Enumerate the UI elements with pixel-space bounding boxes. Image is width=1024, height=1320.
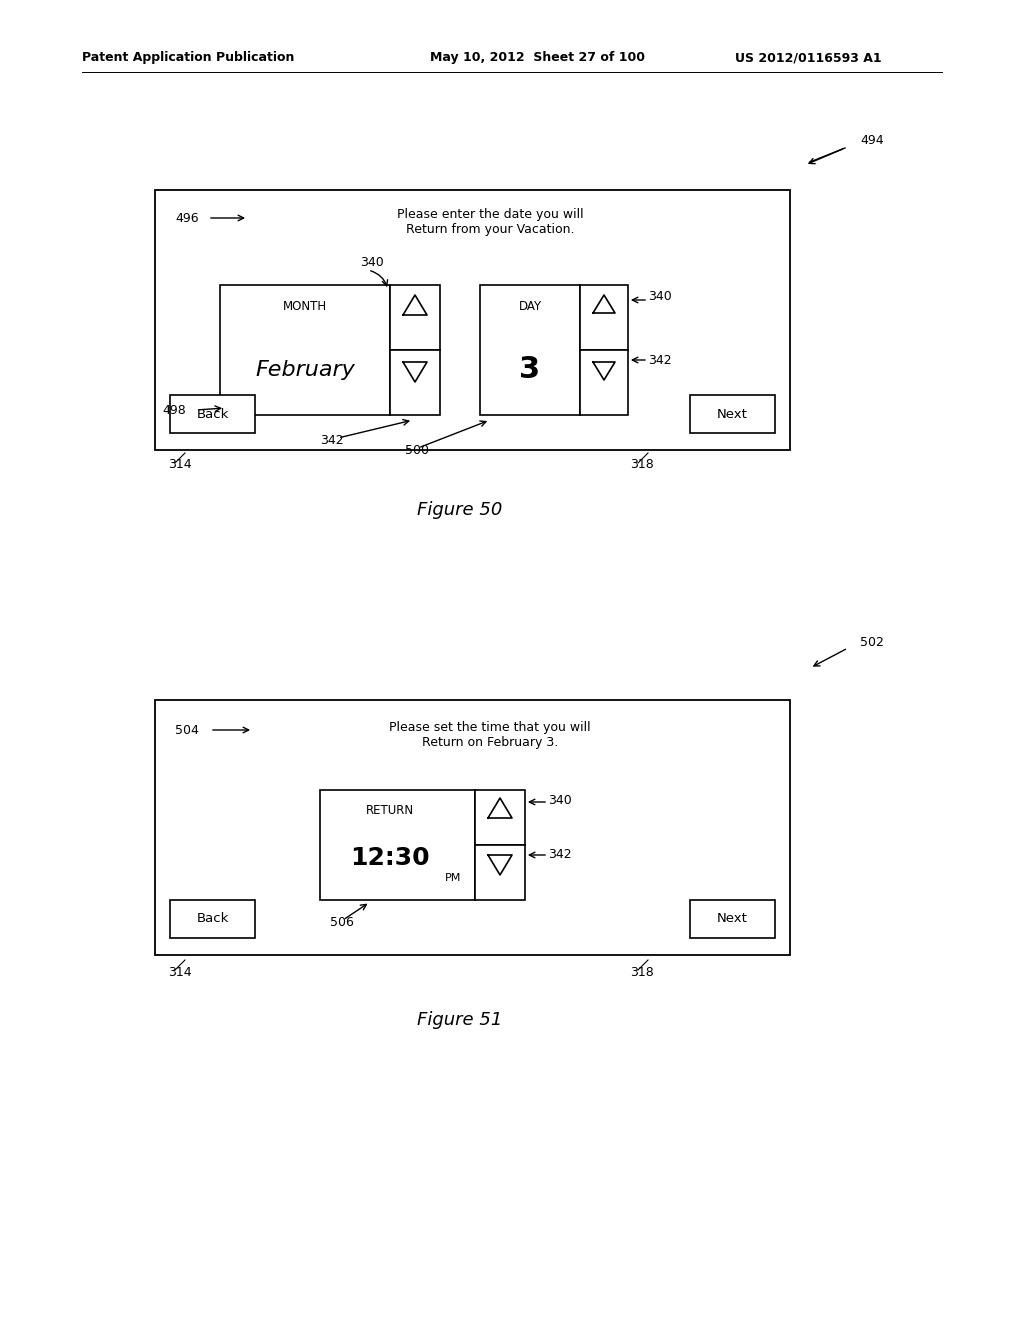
Text: Next: Next <box>717 912 748 925</box>
Text: 318: 318 <box>630 965 653 978</box>
Text: 342: 342 <box>548 849 571 862</box>
Text: 3: 3 <box>519 355 541 384</box>
Text: Next: Next <box>717 408 748 421</box>
Text: 314: 314 <box>168 965 191 978</box>
Bar <box>690 395 775 433</box>
Text: 342: 342 <box>648 354 672 367</box>
Text: 314: 314 <box>168 458 191 471</box>
Text: Patent Application Publication: Patent Application Publication <box>82 51 294 65</box>
Text: PM: PM <box>444 873 461 883</box>
Text: DAY: DAY <box>518 301 542 314</box>
Text: 340: 340 <box>548 793 571 807</box>
Text: 12:30: 12:30 <box>349 846 429 870</box>
Bar <box>170 900 255 939</box>
Bar <box>390 285 440 350</box>
Bar <box>475 789 525 845</box>
Text: 318: 318 <box>630 458 653 471</box>
Bar <box>319 789 475 900</box>
Text: US 2012/0116593 A1: US 2012/0116593 A1 <box>735 51 882 65</box>
Text: Back: Back <box>197 912 228 925</box>
Bar <box>220 285 390 414</box>
Bar <box>475 845 525 900</box>
Bar <box>170 395 255 433</box>
Bar <box>155 190 790 450</box>
Text: 342: 342 <box>319 433 344 446</box>
Text: 498: 498 <box>162 404 185 417</box>
Text: MONTH: MONTH <box>283 301 327 314</box>
Bar <box>480 285 580 414</box>
Text: 340: 340 <box>648 289 672 302</box>
Text: 496: 496 <box>175 211 199 224</box>
Bar <box>155 700 790 954</box>
Text: 502: 502 <box>860 636 884 649</box>
Text: 506: 506 <box>330 916 354 928</box>
Text: 504: 504 <box>175 723 199 737</box>
Text: 340: 340 <box>360 256 384 268</box>
Bar <box>390 350 440 414</box>
Bar <box>580 350 628 414</box>
Text: Please enter the date you will
Return from your Vacation.: Please enter the date you will Return fr… <box>396 209 584 236</box>
Bar <box>580 285 628 350</box>
Text: 494: 494 <box>860 133 884 147</box>
Text: Please set the time that you will
Return on February 3.: Please set the time that you will Return… <box>389 721 591 748</box>
Text: Figure 51: Figure 51 <box>418 1011 503 1030</box>
Text: Figure 50: Figure 50 <box>418 502 503 519</box>
Text: Back: Back <box>197 408 228 421</box>
Text: RETURN: RETURN <box>366 804 414 817</box>
Text: February: February <box>255 360 355 380</box>
Bar <box>690 900 775 939</box>
Text: May 10, 2012  Sheet 27 of 100: May 10, 2012 Sheet 27 of 100 <box>430 51 645 65</box>
Text: 500: 500 <box>406 444 429 457</box>
